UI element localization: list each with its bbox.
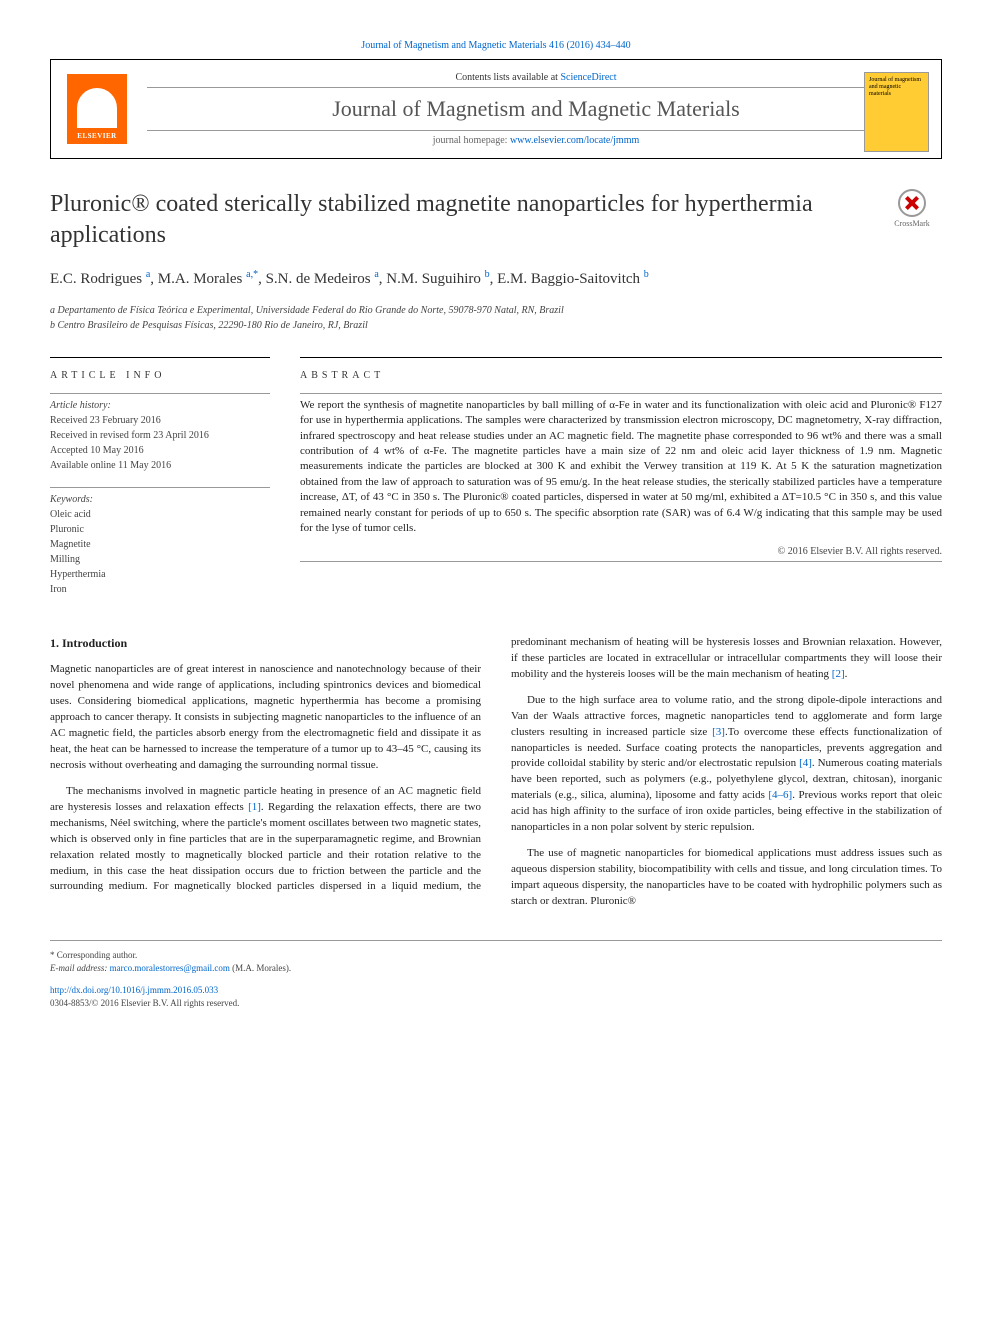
issn-line: 0304-8853/© 2016 Elsevier B.V. All right… [50, 997, 942, 1011]
journal-cover-thumbnail[interactable]: Journal of magnetism and magnetic materi… [864, 72, 929, 152]
keyword-3: Milling [50, 554, 80, 565]
email-label: E-mail address: [50, 963, 110, 973]
header-divider-top [147, 87, 925, 88]
affiliation-b: b Centro Brasileiro de Pesquisas Físicas… [50, 318, 942, 333]
body-para-4: The use of magnetic nanoparticles for bi… [511, 846, 942, 910]
keyword-2: Magnetite [50, 539, 91, 550]
elsevier-label: ELSEVIER [77, 132, 116, 140]
abstract-label: ABSTRACT [300, 370, 942, 381]
history-label: Article history: [50, 400, 111, 411]
article-history: Article history: Received 23 February 20… [50, 398, 270, 473]
journal-header: ELSEVIER Contents lists available at Sci… [50, 59, 942, 159]
section-heading-1: 1. Introduction [50, 635, 481, 652]
crossmark-badge[interactable]: CrossMark [882, 189, 942, 229]
article-title: Pluronic® coated sterically stabilized m… [50, 189, 862, 251]
sciencedirect-link[interactable]: ScienceDirect [560, 72, 616, 83]
crossmark-label: CrossMark [894, 219, 930, 228]
history-accepted: Accepted 10 May 2016 [50, 445, 144, 456]
contents-line: Contents lists available at ScienceDirec… [147, 72, 925, 83]
elsevier-tree-icon [77, 88, 117, 128]
keyword-0: Oleic acid [50, 509, 91, 520]
homepage-line: journal homepage: www.elsevier.com/locat… [147, 135, 925, 146]
body-para-3: Due to the high surface area to volume r… [511, 693, 942, 836]
corresponding-author: * Corresponding author. [50, 949, 942, 963]
affiliation-a: a Departamento de Física Teórica e Exper… [50, 303, 942, 318]
history-revised: Received in revised form 23 April 2016 [50, 430, 209, 441]
homepage-link[interactable]: www.elsevier.com/locate/jmmm [510, 135, 639, 146]
keywords-label: Keywords: [50, 494, 93, 505]
email-name: (M.A. Morales). [230, 963, 291, 973]
info-divider-2 [50, 487, 270, 488]
elsevier-logo[interactable]: ELSEVIER [67, 74, 127, 144]
header-center: Contents lists available at ScienceDirec… [147, 72, 925, 146]
info-divider-1 [50, 393, 270, 394]
affiliations: a Departamento de Física Teórica e Exper… [50, 303, 942, 333]
email-line: E-mail address: marco.moralestorres@gmai… [50, 962, 942, 976]
contents-prefix: Contents lists available at [455, 72, 560, 83]
abstract-column: ABSTRACT We report the synthesis of magn… [300, 357, 942, 611]
history-received: Received 23 February 2016 [50, 415, 161, 426]
header-divider-bottom [147, 130, 925, 131]
info-abstract-row: ARTICLE INFO Article history: Received 2… [50, 357, 942, 611]
keywords-block: Keywords: Oleic acid Pluronic Magnetite … [50, 492, 270, 597]
journal-title: Journal of Magnetism and Magnetic Materi… [147, 96, 925, 122]
footer-block: * Corresponding author. E-mail address: … [50, 940, 942, 1011]
homepage-prefix: journal homepage: [433, 135, 510, 146]
authors-line: E.C. Rodrigues a, M.A. Morales a,*, S.N.… [50, 267, 942, 291]
article-info-column: ARTICLE INFO Article history: Received 2… [50, 357, 270, 611]
doi-link[interactable]: http://dx.doi.org/10.1016/j.jmmm.2016.05… [50, 985, 218, 995]
history-online: Available online 11 May 2016 [50, 460, 171, 471]
abstract-divider-bottom [300, 561, 942, 562]
abstract-copyright: © 2016 Elsevier B.V. All rights reserved… [300, 546, 942, 557]
page-container: Journal of Magnetism and Magnetic Materi… [0, 0, 992, 1051]
keyword-5: Iron [50, 584, 67, 595]
body-para-1: Magnetic nanoparticles are of great inte… [50, 662, 481, 774]
top-citation-link[interactable]: Journal of Magnetism and Magnetic Materi… [50, 40, 942, 51]
abstract-divider [300, 393, 942, 394]
crossmark-icon [898, 189, 926, 217]
title-row: Pluronic® coated sterically stabilized m… [50, 189, 942, 251]
email-link[interactable]: marco.moralestorres@gmail.com [110, 963, 230, 973]
keyword-1: Pluronic [50, 524, 84, 535]
article-info-label: ARTICLE INFO [50, 370, 270, 381]
abstract-text: We report the synthesis of magnetite nan… [300, 398, 942, 537]
keyword-4: Hyperthermia [50, 569, 106, 580]
body-columns: 1. Introduction Magnetic nanoparticles a… [50, 635, 942, 910]
